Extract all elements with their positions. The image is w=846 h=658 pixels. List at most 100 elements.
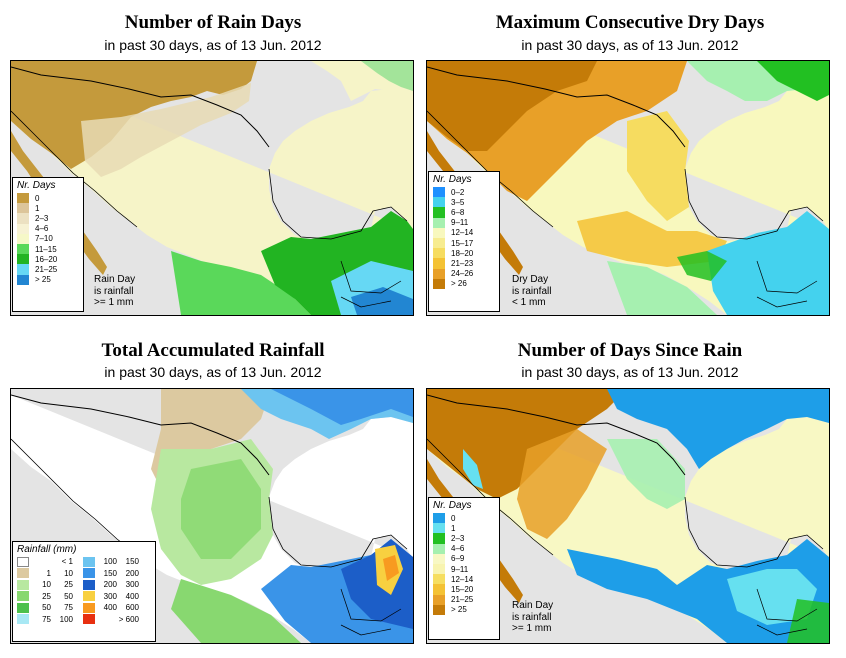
legend-label: 21–25 [451,595,474,605]
panel-title: Number of Rain Days [124,12,302,33]
range-to: 25 [64,580,73,590]
legend-swatch [433,237,445,249]
panel-title: Number of Days Since Rain [517,340,743,361]
legend-swatch [433,604,445,615]
legend-row: 25 50 [13,591,79,603]
legend-swatch [433,584,445,595]
legend-swatch [17,233,29,244]
legend-row: 0 [429,513,499,524]
range-from: 10 [42,580,51,590]
legend-label: 18–20 [451,248,474,258]
legend-row: 200 300 [79,579,145,591]
legend-swatch [433,217,445,228]
legend-label: 1 [35,203,40,213]
range-to: 10 [64,568,73,578]
legend-row: 11–15 [13,243,83,255]
legend-label: 4–6 [35,224,49,234]
legend-row: < 1 [13,556,79,568]
range-to: 50 [64,591,73,601]
note-line: is rainfall [94,285,134,297]
legend-label: 0 [451,513,456,523]
legend-title: Nr. Days [17,180,56,191]
legend-swatch [17,203,29,214]
range-to: 100 [59,614,73,624]
legend-swatch [17,579,29,590]
note-line: >= 1 mm [94,297,134,308]
legend-label: > 25 [35,275,51,285]
legend-swatch [433,574,445,585]
legend-row: 300 400 [79,591,145,603]
legend-swatch [433,197,445,208]
legend-label: 21–23 [451,258,474,268]
legend-row: 24–26 [429,268,499,279]
legend-row: 2–3 [13,213,83,224]
legend-row: 9–11 [429,217,499,228]
legend-label: 15–20 [451,584,474,594]
range-from: 400 [103,603,117,613]
legend-label: > 25 [451,605,467,615]
legend-label: 1 [451,523,456,533]
legend-row: 21–23 [429,258,499,269]
legend-row: 15–20 [429,584,499,595]
map-total-rainfall [10,388,414,644]
note-line: is rainfall [512,285,552,297]
legend-title: Nr. Days [433,174,472,185]
range-to: 75 [64,603,73,613]
legend-swatch [433,207,445,218]
note-line: Rain Day [512,600,554,611]
definition-note: Dry Day is rainfall < 1 mm [512,274,551,309]
legend-label: 4–6 [451,544,465,554]
legend-row: 10 25 [13,579,79,591]
legend-swatch [433,523,445,534]
legend-row: 2–3 [429,533,499,544]
range-to: 150 [125,557,139,567]
legend-row: 12–14 [429,227,499,238]
legend-swatch [83,568,95,579]
legend-swatch [17,274,29,285]
legend-days-since-rain: Nr. Days 0 1 2–3 4–6 6–9 9–11 12–14 15–2… [428,497,500,640]
legend-swatch [83,556,95,567]
map-dry-days [426,60,830,316]
legend-swatch [433,227,445,238]
range-from: 1 [46,568,51,578]
legend-swatch [17,602,29,613]
legend-row: > 25 [429,604,499,615]
legend-dry-days: Nr. Days 0–2 3–5 6–8 9–11 12–14 15–17 18… [428,171,500,312]
range-from: 50 [42,603,51,613]
range-from: 25 [42,591,51,601]
legend-swatch [17,213,29,224]
legend-label: 3–5 [451,197,465,207]
range-to: 300 [125,580,139,590]
panel-subtitle: in past 30 days, as of 13 Jun. 2012 [521,364,739,380]
legend-label: 11–15 [35,244,57,254]
legend-rain-days: Nr. Days 0 1 2–3 4–6 7–10 11–15 16–20 21… [12,177,84,312]
legend-swatch [433,258,445,269]
legend-row: 0–2 [429,187,499,198]
legend-column: 100 150 150 200 200 300 300 400 400 600 > 600 [79,556,145,625]
legend-title: Rainfall (mm) [17,544,77,555]
legend-column: < 1 1 10 10 25 25 50 50 75 75 100 [13,556,79,625]
legend-label: 0 [35,193,40,203]
legend-label: 6–9 [451,554,465,564]
legend-swatch [17,264,29,275]
legend-row: 6–9 [429,553,499,564]
legend-swatch [433,248,445,259]
legend-label: 6–8 [451,207,465,217]
legend-swatch [433,563,445,575]
legend-row: 6–8 [429,207,499,218]
legend-swatch [433,553,445,564]
range-to: > 600 [118,614,139,624]
legend-swatch [83,614,95,625]
legend-label: 12–14 [451,574,474,584]
legend-row: 1 10 [13,568,79,580]
panel-title: Total Accumulated Rainfall [101,340,325,361]
range-to: 600 [125,603,139,613]
legend-swatch [17,591,29,602]
legend-row: 1 [13,203,83,214]
legend-swatch [17,556,29,567]
legend-row: 9–11 [429,563,499,575]
range-to: 400 [125,591,139,601]
legend-row: 15–17 [429,237,499,249]
legend-label: 16–20 [35,254,58,264]
legend-swatch [83,602,95,613]
